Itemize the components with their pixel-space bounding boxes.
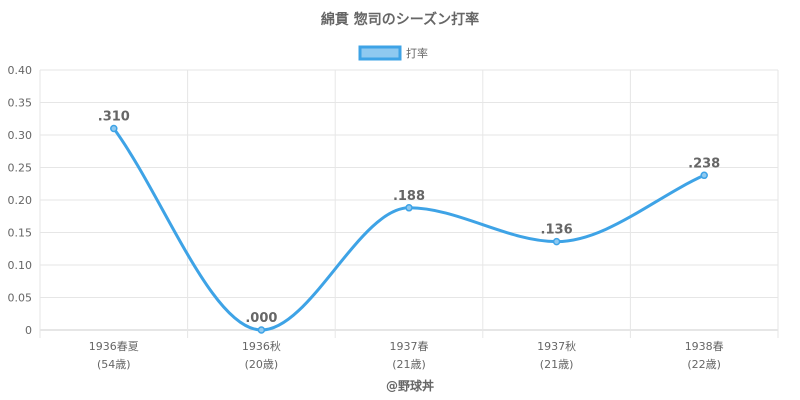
legend[interactable]: 打率 [358, 45, 428, 61]
data-label: .310 [98, 110, 130, 125]
x-tick-season: 1937秋 [537, 339, 576, 353]
series-line-path [112, 127, 705, 332]
x-tick-season: 1936秋 [242, 339, 281, 353]
y-axis: 0 0.05 0.10 0.15 0.20 0.25 0.30 0.35 0.40 [8, 64, 33, 337]
data-point[interactable] [110, 124, 118, 133]
data-point[interactable] [700, 171, 708, 180]
data-labels: .310 .000 .188 .136 .238 [98, 110, 720, 327]
y-tick-label: 0.05 [8, 292, 33, 305]
data-label: .000 [245, 311, 277, 326]
data-point[interactable] [552, 237, 561, 246]
grid [39, 69, 779, 338]
legend-swatch [358, 45, 402, 61]
y-tick-label: 0.40 [8, 64, 33, 77]
data-label: .238 [688, 156, 720, 171]
data-label: .136 [541, 223, 573, 238]
x-tick-age: (54歳) [97, 358, 131, 371]
x-axis: 1936春夏 (54歳) 1936秋 (20歳) 1937春 (21歳) 1937秋 (21歳… [89, 339, 724, 371]
y-tick-label: 0.35 [8, 97, 33, 110]
y-tick-label: 0.10 [8, 259, 33, 272]
x-tick-age: (22歳) [687, 358, 721, 371]
credit-text: @野球丼 [386, 378, 434, 393]
x-tick-season: 1937春 [390, 340, 429, 353]
x-tick-season: 1936春夏 [89, 340, 139, 353]
y-tick-label: 0.25 [8, 162, 33, 175]
data-point[interactable] [405, 204, 413, 212]
y-tick-label: 0.20 [8, 194, 33, 207]
data-points [110, 124, 708, 334]
legend-label: 打率 [406, 46, 428, 60]
series-line [112, 127, 705, 332]
x-tick-age: (20歳) [245, 358, 279, 371]
y-tick-label: 0 [25, 324, 32, 337]
data-point[interactable] [257, 326, 266, 334]
x-tick-age: (21歳) [392, 358, 426, 371]
y-tick-label: 0.30 [8, 129, 33, 142]
x-tick-age: (21歳) [540, 358, 574, 371]
y-tick-label: 0.15 [8, 227, 33, 240]
data-label: .188 [393, 189, 425, 204]
chart-title: 綿貫 惣司のシーズン打率 [321, 11, 479, 28]
x-tick-season: 1938春 [685, 340, 724, 353]
